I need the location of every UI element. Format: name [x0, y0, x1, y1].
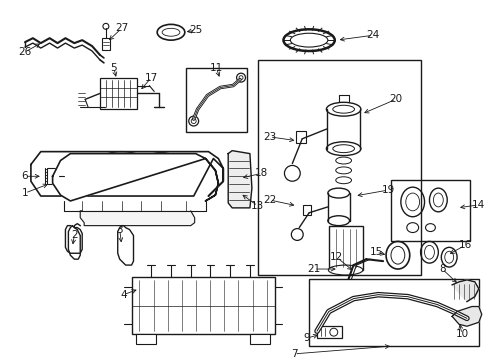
Polygon shape: [31, 152, 223, 196]
Text: 3: 3: [116, 225, 123, 235]
Text: 7: 7: [290, 349, 297, 359]
Polygon shape: [80, 211, 194, 226]
Bar: [136, 334, 156, 344]
Text: 22: 22: [263, 195, 276, 205]
Bar: [316, 326, 341, 338]
Ellipse shape: [325, 142, 360, 156]
Ellipse shape: [327, 188, 349, 198]
Text: 14: 14: [471, 200, 485, 210]
Bar: [296, 131, 305, 143]
Text: 12: 12: [329, 252, 343, 262]
Bar: [131, 277, 274, 334]
Text: 8: 8: [438, 264, 445, 274]
Text: 24: 24: [366, 30, 379, 40]
Polygon shape: [53, 154, 218, 201]
Bar: [185, 68, 246, 132]
Ellipse shape: [99, 152, 143, 170]
Bar: [308, 279, 478, 346]
Ellipse shape: [327, 216, 349, 226]
Text: 16: 16: [457, 240, 470, 250]
Text: 26: 26: [19, 47, 32, 57]
Text: 4: 4: [120, 290, 127, 300]
Text: 23: 23: [263, 132, 276, 142]
Bar: [328, 226, 363, 270]
Bar: [102, 38, 110, 50]
Text: 9: 9: [303, 333, 310, 343]
Text: 11: 11: [209, 63, 223, 73]
Text: 5: 5: [110, 63, 117, 73]
Polygon shape: [451, 280, 478, 302]
Text: 20: 20: [388, 94, 402, 104]
Text: 27: 27: [115, 23, 128, 33]
Text: 1: 1: [21, 188, 28, 198]
Ellipse shape: [143, 153, 178, 168]
Bar: [249, 334, 269, 344]
Text: 19: 19: [381, 185, 394, 195]
Ellipse shape: [325, 102, 360, 116]
Bar: [390, 180, 469, 242]
Bar: [46, 168, 59, 184]
Text: 10: 10: [454, 329, 468, 339]
Bar: [257, 60, 420, 275]
Text: 18: 18: [255, 168, 268, 178]
Ellipse shape: [327, 265, 362, 275]
Bar: [100, 78, 137, 109]
Text: 15: 15: [369, 247, 382, 257]
Text: 17: 17: [144, 73, 158, 83]
Text: 21: 21: [307, 264, 320, 274]
Polygon shape: [451, 306, 481, 326]
Text: 6: 6: [21, 171, 28, 181]
Text: 25: 25: [189, 25, 202, 35]
Bar: [303, 205, 310, 215]
Text: 13: 13: [251, 201, 264, 211]
Circle shape: [291, 229, 303, 240]
Circle shape: [284, 166, 300, 181]
Text: 2: 2: [71, 230, 78, 240]
Polygon shape: [228, 150, 251, 208]
